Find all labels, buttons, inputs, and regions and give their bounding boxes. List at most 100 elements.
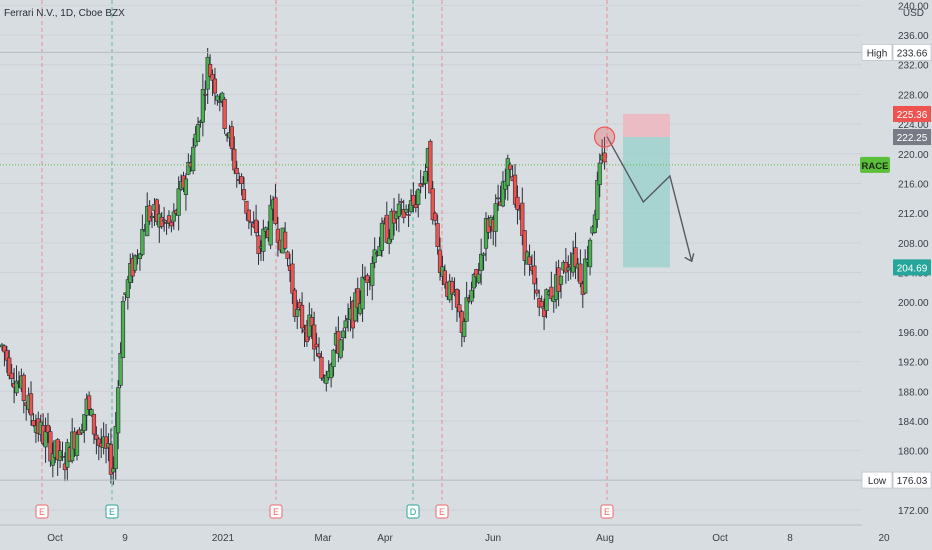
symbol-legend[interactable]: Ferrari N.V., 1D, Cboe BZX xyxy=(4,8,125,19)
candle xyxy=(246,209,251,230)
candle xyxy=(476,262,481,285)
candle xyxy=(169,220,174,233)
candle xyxy=(595,171,600,228)
candle xyxy=(522,230,527,276)
candle xyxy=(309,308,314,340)
svg-text:176.03: 176.03 xyxy=(897,476,928,487)
candle xyxy=(573,232,578,280)
candle xyxy=(295,299,300,330)
candle xyxy=(360,263,365,323)
low-label: Low 176.03 xyxy=(861,471,932,489)
candle xyxy=(215,94,220,106)
stop-loss-zone[interactable] xyxy=(623,113,670,138)
candle xyxy=(515,185,520,225)
candle xyxy=(220,91,225,107)
candle xyxy=(512,164,518,208)
candle xyxy=(14,365,19,397)
x-tick-label: Aug xyxy=(596,533,614,544)
candle xyxy=(471,272,477,299)
svg-text:E: E xyxy=(109,507,115,517)
x-tick-label: Oct xyxy=(712,533,728,544)
candle xyxy=(203,80,208,111)
svg-text:204.69: 204.69 xyxy=(897,263,928,274)
high-label: High 233.66 xyxy=(861,43,932,61)
earnings-marker[interactable]: E xyxy=(435,504,449,519)
candle xyxy=(292,288,297,322)
candle xyxy=(549,271,554,302)
take-profit-zone[interactable] xyxy=(623,137,670,268)
candle xyxy=(137,252,143,271)
candle xyxy=(370,256,375,301)
dividend-marker[interactable]: D xyxy=(406,504,420,519)
candle xyxy=(331,348,336,377)
candle xyxy=(118,342,123,389)
candle xyxy=(254,204,259,237)
candle xyxy=(89,408,94,417)
x-tick-label: 2021 xyxy=(212,533,235,544)
x-tick-label: Oct xyxy=(47,533,63,544)
candle xyxy=(433,211,438,226)
candle xyxy=(462,318,467,343)
candle xyxy=(290,249,295,305)
price-labels: High 233.66 225.36 222.25 204.69 Low 176.03 RAC… xyxy=(860,43,932,489)
earnings-marker[interactable]: E xyxy=(269,504,283,519)
candle xyxy=(355,277,360,323)
candle xyxy=(57,441,63,469)
candle xyxy=(541,298,547,330)
x-tick-label: 8 xyxy=(787,533,793,544)
candle xyxy=(241,177,247,201)
projection-line[interactable] xyxy=(606,136,693,262)
candle xyxy=(532,250,537,300)
y-tick-label: 232.00 xyxy=(898,61,929,72)
y-tick-label: 216.00 xyxy=(898,179,929,190)
candle xyxy=(21,372,26,414)
candle xyxy=(495,184,501,211)
svg-text:D: D xyxy=(410,507,417,517)
entry-label: 222.25 xyxy=(893,129,931,146)
candle xyxy=(60,441,65,462)
candle xyxy=(527,244,532,276)
earnings-marker[interactable]: E xyxy=(600,504,614,519)
candle xyxy=(200,73,205,137)
candle xyxy=(387,228,392,255)
y-tick-label: 180.00 xyxy=(898,447,929,458)
candle xyxy=(442,264,447,289)
projection-path[interactable] xyxy=(593,126,695,263)
candle xyxy=(74,430,80,461)
x-tick-label: Apr xyxy=(377,533,393,544)
y-tick-label: 188.00 xyxy=(898,387,929,398)
x-tick-label: Mar xyxy=(314,533,332,544)
candle xyxy=(147,200,152,225)
candle xyxy=(602,136,607,170)
candles xyxy=(0,47,862,485)
candle xyxy=(505,154,510,201)
y-tick-label: 228.00 xyxy=(898,90,929,101)
candle xyxy=(120,296,126,359)
candle xyxy=(261,219,266,262)
candle xyxy=(275,216,280,257)
candle xyxy=(113,411,118,481)
entry-circle[interactable] xyxy=(593,126,616,148)
earnings-marker[interactable]: E xyxy=(105,504,119,519)
position-tool[interactable] xyxy=(623,113,670,268)
candle xyxy=(96,437,101,461)
candle xyxy=(217,93,222,112)
earnings-marker[interactable]: E xyxy=(35,504,49,519)
candle xyxy=(408,189,414,214)
candle xyxy=(162,207,167,232)
candle xyxy=(483,212,489,262)
candle xyxy=(149,212,155,228)
candle xyxy=(186,153,191,176)
y-tick-label: 200.00 xyxy=(898,298,929,309)
svg-text:233.66: 233.66 xyxy=(897,48,928,59)
svg-text:222.25: 222.25 xyxy=(897,133,928,144)
candle xyxy=(183,173,189,211)
candle xyxy=(454,288,460,322)
candle xyxy=(338,338,343,360)
candle xyxy=(365,273,370,296)
time-axis[interactable]: Oct 9 2021 Mar Apr Jun Aug Oct 8 20 xyxy=(0,524,890,544)
candle xyxy=(324,370,329,392)
candle xyxy=(82,414,87,443)
